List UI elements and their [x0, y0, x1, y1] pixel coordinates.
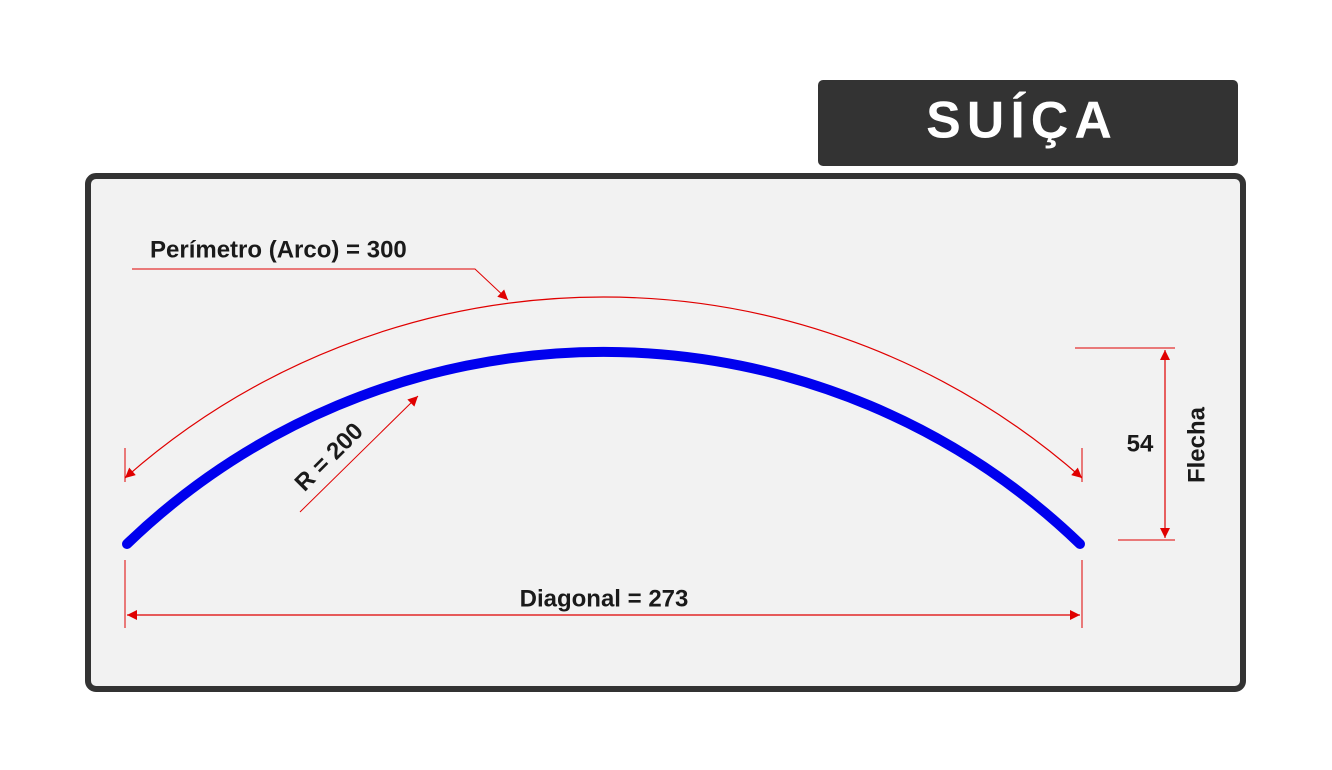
title-box	[818, 80, 1238, 166]
perimeter-label: Perímetro (Arco) = 300	[150, 236, 407, 263]
radius-line	[299, 395, 419, 513]
sagitta-label: Flecha	[1183, 406, 1210, 483]
chord-label: Diagonal = 273	[520, 585, 689, 612]
perimeter-arc	[124, 296, 1083, 479]
panel	[85, 173, 1246, 692]
leader-line	[132, 268, 509, 301]
arc	[122, 346, 1085, 549]
sagitta-value: 54	[1127, 430, 1154, 457]
title: SUÍÇA	[926, 92, 1118, 150]
